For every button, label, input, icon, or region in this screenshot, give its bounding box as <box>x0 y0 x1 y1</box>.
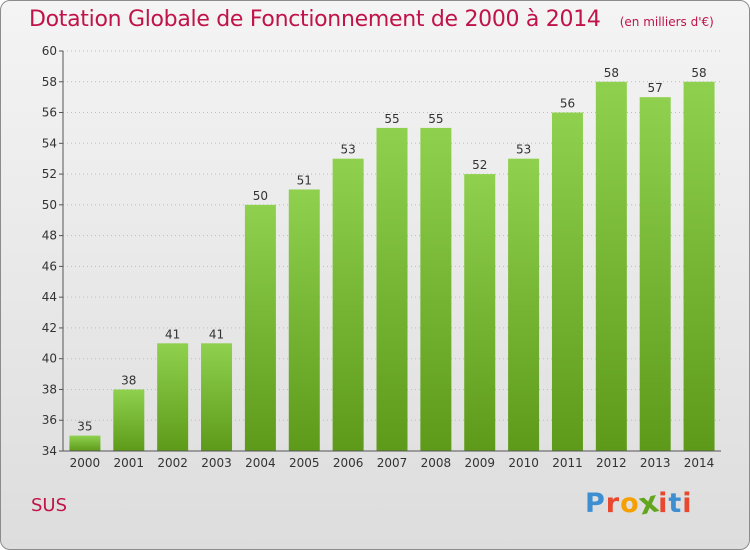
data-label: 57 <box>648 81 663 95</box>
y-tick-label: 50 <box>42 198 57 212</box>
data-label: 53 <box>340 143 355 157</box>
data-label: 51 <box>297 173 312 187</box>
x-tick-label: 2014 <box>684 456 715 470</box>
logo-letter: i <box>682 488 693 519</box>
y-tick-label: 42 <box>42 321 57 335</box>
data-label: 53 <box>516 143 531 157</box>
y-tick-label: 44 <box>42 290 57 304</box>
chart-unit: (en milliers d'€) <box>619 15 714 29</box>
x-tick-label: 2008 <box>421 456 452 470</box>
x-tick-label: 2002 <box>157 456 188 470</box>
commune-name: SUS <box>31 495 68 516</box>
bar <box>639 97 671 452</box>
y-tick-label: 38 <box>42 382 57 396</box>
bars-layer: 35 38 41 41 50 51 53 55 55 52 53 56 58 57 58 <box>69 66 715 452</box>
bar <box>551 112 583 452</box>
bar <box>464 174 496 452</box>
data-label: 41 <box>165 327 180 341</box>
data-label: 50 <box>253 189 268 203</box>
logo-letter: r <box>605 488 621 519</box>
x-tick-label: 2009 <box>464 456 495 470</box>
data-label: 52 <box>472 158 487 172</box>
y-tick-label: 58 <box>42 75 57 89</box>
bar <box>201 343 233 451</box>
bar <box>69 435 101 451</box>
y-tick-label: 36 <box>42 413 57 427</box>
y-tick-label: 46 <box>42 259 57 273</box>
data-label: 38 <box>121 373 136 387</box>
data-label: 58 <box>691 66 706 80</box>
y-tick-label: 40 <box>42 352 57 366</box>
logo-letter: t <box>668 488 683 519</box>
axis-layer: 34 36 38 40 42 44 46 48 50 52 54 56 58 60 2000 2001 2002… <box>42 44 721 470</box>
x-tick-label: 2005 <box>289 456 320 470</box>
data-label: 55 <box>384 112 399 126</box>
x-tick-label: 2000 <box>70 456 101 470</box>
y-tick-label: 54 <box>42 136 57 150</box>
y-tick-label: 48 <box>42 229 57 243</box>
bar <box>113 389 145 451</box>
x-tick-label: 2004 <box>245 456 276 470</box>
logo-letter: P <box>585 488 606 519</box>
y-tick-label: 34 <box>42 444 57 458</box>
title-row: Dotation Globale de Fonctionnement de 20… <box>29 7 714 32</box>
x-tick-label: 2011 <box>552 456 583 470</box>
bar <box>332 158 364 451</box>
bar <box>595 81 627 452</box>
data-label: 55 <box>428 112 443 126</box>
logo-letter: i <box>658 488 669 519</box>
x-tick-label: 2001 <box>114 456 145 470</box>
bar <box>288 189 320 451</box>
bar <box>508 158 540 451</box>
bar <box>157 343 189 451</box>
data-label: 41 <box>209 327 224 341</box>
x-tick-label: 2012 <box>596 456 627 470</box>
y-tick-label: 52 <box>42 167 57 181</box>
x-tick-label: 2007 <box>377 456 408 470</box>
bar <box>683 81 715 452</box>
x-tick-label: 2003 <box>201 456 232 470</box>
chart-title: Dotation Globale de Fonctionnement de 20… <box>29 7 601 32</box>
bar <box>420 127 452 451</box>
data-label: 56 <box>560 97 575 111</box>
bar <box>244 204 276 451</box>
data-label: 35 <box>77 420 92 434</box>
x-tick-label: 2006 <box>333 456 364 470</box>
proxiti-logo[interactable]: Proxiti <box>585 485 693 523</box>
x-tick-label: 2010 <box>508 456 539 470</box>
bar <box>376 127 408 451</box>
y-tick-label: 56 <box>42 106 57 120</box>
data-label: 58 <box>604 66 619 80</box>
x-tick-label: 2013 <box>640 456 671 470</box>
logo-letter: o <box>620 488 640 519</box>
y-tick-label: 60 <box>42 44 57 58</box>
